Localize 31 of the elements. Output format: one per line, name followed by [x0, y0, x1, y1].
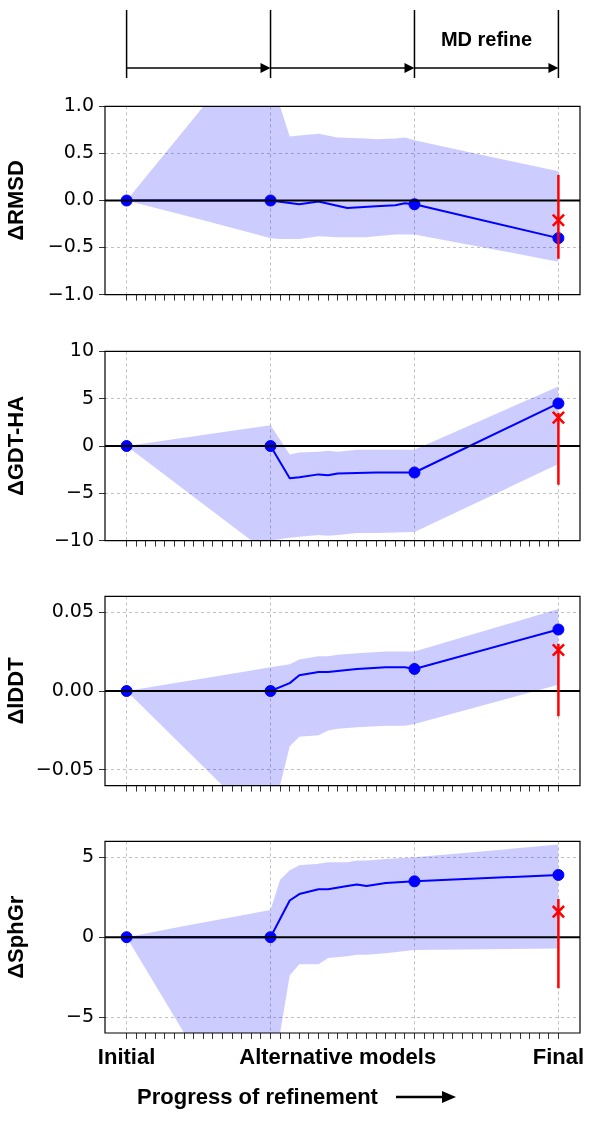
y-tick-label: −0.5: [47, 234, 94, 257]
point: [408, 466, 421, 479]
y-tick-label: 0.0: [63, 187, 94, 210]
y-tick-label: 5: [81, 385, 94, 408]
y-tick-label: 1.0: [63, 93, 94, 116]
y-tick-label: 0.5: [63, 140, 94, 163]
y-tick-label: −10: [53, 527, 94, 550]
y-tick-label: −0.05: [35, 756, 94, 779]
y-axis-title: ΔGDT-HA: [3, 395, 29, 497]
y-tick-label: 0: [81, 924, 94, 947]
y-tick-label: 10: [69, 338, 94, 361]
y-tick-label: −1.0: [47, 281, 94, 304]
x-tick-label: Alternative models: [239, 1044, 437, 1070]
x-tick-label: Final: [532, 1044, 585, 1070]
x-axis-title: Progress of refinement: [137, 1084, 378, 1111]
y-tick-label: 0.00: [51, 677, 94, 700]
y-tick-label: −5: [65, 480, 94, 503]
y-tick-label: −5: [65, 1003, 94, 1026]
x-tick-label: Initial: [97, 1044, 156, 1070]
text: MD refine: [439, 28, 533, 51]
point: [408, 875, 421, 888]
point: [408, 662, 421, 675]
y-axis-title: ΔlDDT: [3, 656, 29, 725]
point: [552, 397, 565, 410]
point: [552, 623, 565, 636]
point: [552, 868, 565, 881]
y-axis-title: ΔRMSD: [3, 160, 29, 241]
y-tick-label: 0: [81, 432, 94, 455]
y-axis-title: ΔSphGr: [3, 895, 29, 979]
y-tick-label: 0.05: [51, 599, 94, 622]
y-tick-label: 5: [81, 844, 94, 867]
